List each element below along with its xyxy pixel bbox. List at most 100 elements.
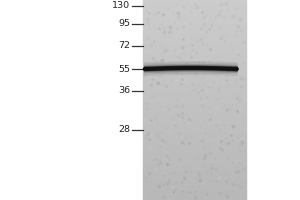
Bar <box>142 117 246 118</box>
Bar <box>142 47 246 48</box>
Bar <box>142 97 246 98</box>
Bar <box>142 83 246 85</box>
Bar <box>142 128 246 130</box>
Bar <box>142 72 246 73</box>
Bar <box>142 158 246 160</box>
Bar <box>142 52 246 53</box>
Bar <box>142 80 246 82</box>
Bar <box>142 173 246 175</box>
Bar <box>142 142 246 143</box>
Text: 72: 72 <box>118 42 130 50</box>
Bar <box>142 98 246 100</box>
Text: 36: 36 <box>118 86 130 95</box>
Text: 130: 130 <box>112 1 130 10</box>
Bar <box>142 197 246 198</box>
Bar <box>142 12 246 13</box>
Bar <box>142 118 246 120</box>
Bar <box>142 35 246 37</box>
Bar <box>142 67 246 68</box>
Bar <box>142 82 246 83</box>
Bar <box>142 38 246 40</box>
Bar <box>142 77 246 78</box>
Bar <box>142 157 246 158</box>
Bar <box>142 188 246 190</box>
Bar <box>142 172 246 173</box>
Bar <box>142 8 246 10</box>
Bar <box>142 87 246 88</box>
Bar <box>142 120 246 122</box>
Bar <box>142 170 246 172</box>
Bar <box>142 112 246 113</box>
Bar <box>142 187 246 188</box>
Bar <box>142 148 246 150</box>
Bar <box>142 23 246 25</box>
Bar <box>142 153 246 155</box>
Bar <box>142 182 246 183</box>
Bar <box>142 110 246 112</box>
Bar <box>142 22 246 23</box>
Bar <box>142 113 246 115</box>
Bar <box>142 123 246 125</box>
Bar <box>142 95 246 97</box>
Bar <box>142 135 246 137</box>
Bar <box>142 177 246 178</box>
Bar <box>142 28 246 30</box>
Bar <box>142 103 246 105</box>
Bar <box>142 2 246 3</box>
Bar <box>142 55 246 57</box>
Bar <box>142 15 246 17</box>
Bar <box>142 70 246 72</box>
Bar <box>142 48 246 50</box>
Bar <box>142 198 246 200</box>
Bar <box>142 32 246 33</box>
Bar <box>142 45 246 47</box>
Bar <box>142 53 246 55</box>
Bar <box>142 108 246 110</box>
Bar <box>142 155 246 157</box>
Bar <box>142 3 246 5</box>
Bar <box>142 100 246 102</box>
Bar <box>142 50 246 52</box>
Bar <box>142 127 246 128</box>
Bar <box>142 78 246 80</box>
Bar <box>142 25 246 27</box>
Bar <box>142 165 246 167</box>
Bar <box>142 5 246 7</box>
Bar <box>142 30 246 32</box>
Text: 28: 28 <box>118 126 130 134</box>
Bar <box>142 63 246 65</box>
Bar <box>142 175 246 177</box>
Bar <box>142 18 246 20</box>
Text: 95: 95 <box>118 20 130 28</box>
Bar <box>142 167 246 168</box>
Bar <box>142 60 246 62</box>
Bar <box>142 93 246 95</box>
Bar <box>142 147 246 148</box>
Bar <box>142 75 246 77</box>
Bar <box>142 102 246 103</box>
Bar <box>142 143 246 145</box>
Bar <box>142 40 246 42</box>
Bar <box>142 43 246 45</box>
Bar <box>142 168 246 170</box>
Bar <box>142 130 246 132</box>
Bar <box>142 10 246 12</box>
Bar <box>142 183 246 185</box>
Bar <box>142 190 246 192</box>
Bar <box>142 88 246 90</box>
Bar <box>142 27 246 28</box>
Bar <box>142 73 246 75</box>
Bar <box>142 150 246 152</box>
Bar <box>142 68 246 70</box>
Bar <box>142 13 246 15</box>
Bar <box>142 152 246 153</box>
Bar <box>142 115 246 117</box>
Bar <box>142 162 246 163</box>
Bar <box>142 107 246 108</box>
Bar <box>142 125 246 127</box>
Bar <box>142 17 246 18</box>
Bar <box>142 193 246 195</box>
Bar <box>142 163 246 165</box>
Bar <box>142 178 246 180</box>
Bar <box>142 195 246 197</box>
